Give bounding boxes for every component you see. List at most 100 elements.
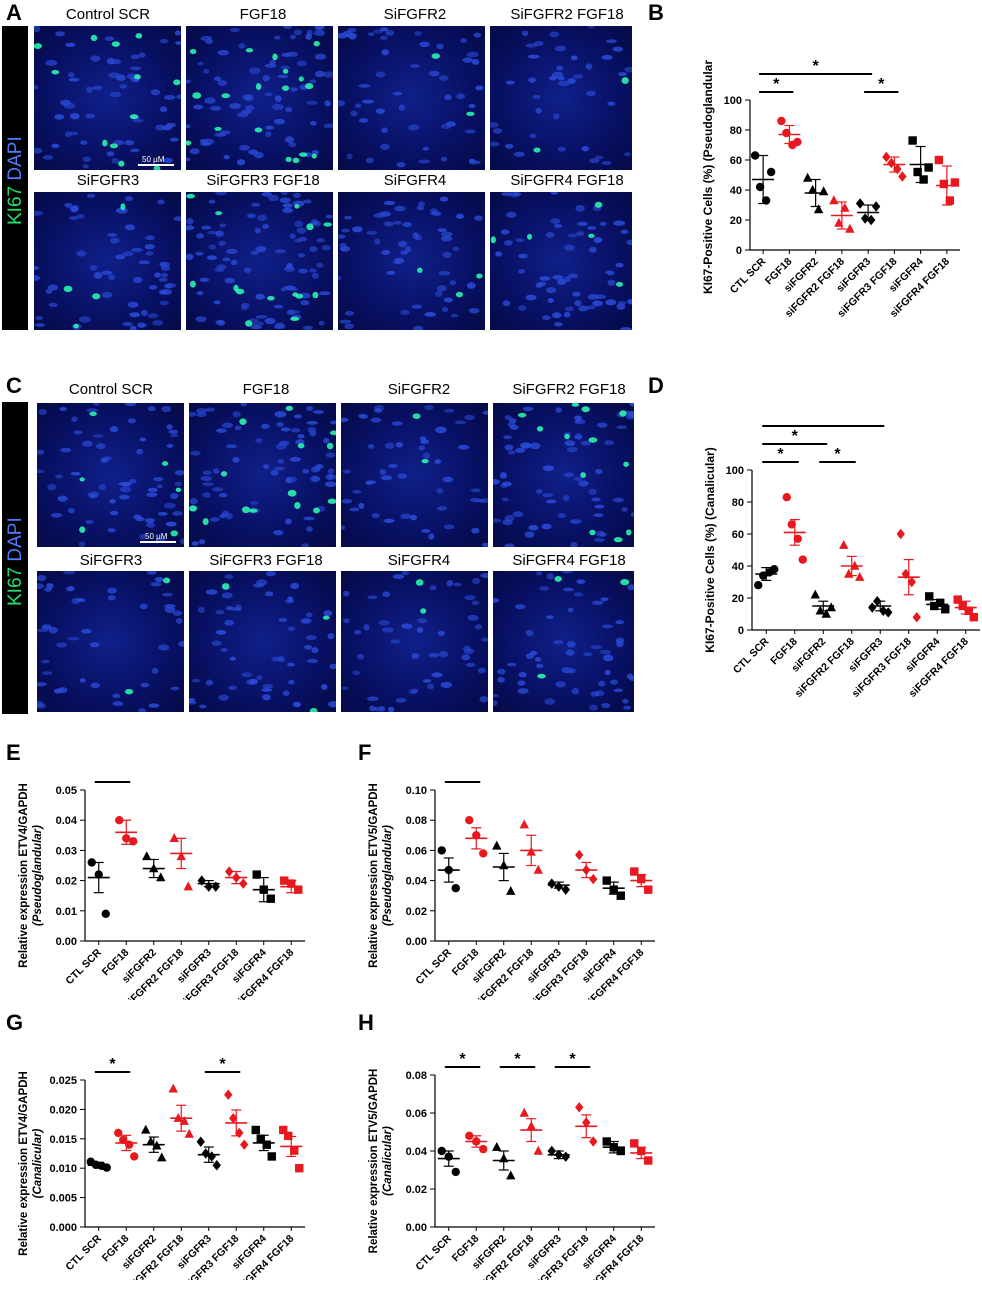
- nucleus: [89, 494, 98, 499]
- nucleus: [122, 251, 134, 257]
- nucleus: [218, 493, 228, 498]
- data-point: [465, 1131, 474, 1140]
- ki67-label: KI67: [5, 185, 26, 225]
- data-point: [589, 873, 598, 885]
- data-point: [169, 833, 179, 843]
- micrograph: [490, 26, 632, 170]
- ki67-positive-nucleus: [415, 579, 424, 586]
- panel-letter-c: C: [6, 373, 22, 398]
- nucleus: [601, 624, 614, 629]
- nucleus: [82, 164, 89, 169]
- nucleus: [147, 487, 158, 493]
- nucleus: [34, 26, 41, 33]
- micrograph: [338, 26, 485, 170]
- nucleus: [434, 459, 442, 464]
- nucleus: [314, 53, 327, 60]
- nucleus: [603, 440, 615, 446]
- nucleus: [413, 325, 424, 330]
- nucleus: [545, 499, 557, 504]
- nucleus: [596, 422, 608, 428]
- nucleus: [218, 240, 226, 247]
- nucleus: [138, 52, 146, 58]
- nucleus: [124, 196, 134, 202]
- nucleus: [112, 701, 124, 707]
- nucleus: [132, 118, 144, 123]
- y-tick-label: 60: [732, 529, 744, 541]
- nucleus: [155, 124, 165, 131]
- nucleus: [567, 607, 574, 613]
- micro-title: SiFGFR3 FGF18: [206, 172, 320, 189]
- nucleus: [411, 304, 423, 309]
- nucleus: [323, 123, 333, 129]
- nucleus: [202, 470, 212, 475]
- nucleus: [620, 327, 632, 330]
- nucleus: [243, 267, 252, 274]
- nucleus: [609, 679, 619, 685]
- ki67-positive-nucleus: [282, 68, 289, 74]
- nucleus: [471, 58, 480, 65]
- nucleus: [378, 620, 390, 626]
- ki67-positive-nucleus: [192, 92, 202, 99]
- nucleus: [186, 79, 192, 84]
- nucleus: [236, 159, 246, 166]
- nucleus: [338, 100, 346, 107]
- ki67-positive-nucleus: [420, 608, 427, 614]
- panel-letter-g: G: [6, 1010, 24, 1035]
- nucleus: [602, 654, 614, 662]
- nucleus: [616, 425, 627, 430]
- data-point: [813, 204, 824, 214]
- nucleus: [585, 90, 596, 97]
- nucleus: [379, 35, 388, 40]
- nucleus: [366, 696, 379, 702]
- ki67-positive-nucleus: [554, 576, 562, 582]
- nucleus: [410, 64, 420, 68]
- nucleus: [130, 148, 140, 153]
- nucleus: [186, 253, 194, 261]
- ki67-positive-nucleus: [170, 530, 178, 537]
- nucleus: [411, 688, 419, 694]
- nucleus: [277, 74, 289, 79]
- nucleus: [437, 228, 447, 233]
- ki67-positive-nucleus: [162, 577, 171, 584]
- significance-star: *: [878, 76, 885, 93]
- data-point: [969, 613, 978, 622]
- nucleus: [42, 154, 54, 160]
- micrograph: [34, 26, 181, 170]
- nucleus: [627, 584, 634, 591]
- ki67-positive-nucleus: [621, 77, 629, 84]
- nucleus: [102, 456, 112, 461]
- nucleus: [529, 442, 541, 450]
- nucleus: [174, 469, 184, 476]
- nucleus: [257, 214, 267, 222]
- nucleus: [221, 422, 233, 429]
- micro-title: SiFGFR3 FGF18: [209, 552, 323, 569]
- nucleus: [232, 456, 240, 463]
- nucleus: [63, 102, 76, 109]
- micrograph: [189, 403, 336, 547]
- y-tick-label: 0.025: [49, 1075, 77, 1087]
- y-tick-label: 0.08: [406, 1070, 427, 1082]
- nucleus: [169, 137, 179, 142]
- data-point: [818, 186, 829, 196]
- data-point: [855, 198, 865, 209]
- nucleus: [170, 686, 180, 691]
- y-tick-label: 80: [732, 497, 744, 509]
- data-point: [616, 891, 625, 900]
- data-point: [157, 1152, 167, 1162]
- ki67-positive-nucleus: [186, 193, 195, 199]
- nucleus: [594, 504, 605, 509]
- nucleus: [624, 152, 631, 157]
- nucleus: [150, 89, 161, 96]
- nucleus: [273, 118, 286, 125]
- nucleus: [253, 152, 264, 159]
- nucleus: [622, 698, 629, 704]
- nucleus: [427, 683, 435, 690]
- y-tick-label: 0.02: [56, 876, 77, 888]
- nucleus: [309, 79, 317, 84]
- series-group: [575, 1102, 598, 1147]
- nucleus: [37, 628, 49, 633]
- nucleus: [563, 311, 571, 318]
- y-tick-label: 100: [726, 465, 744, 477]
- nucleus: [248, 67, 261, 74]
- nucleus: [55, 474, 63, 479]
